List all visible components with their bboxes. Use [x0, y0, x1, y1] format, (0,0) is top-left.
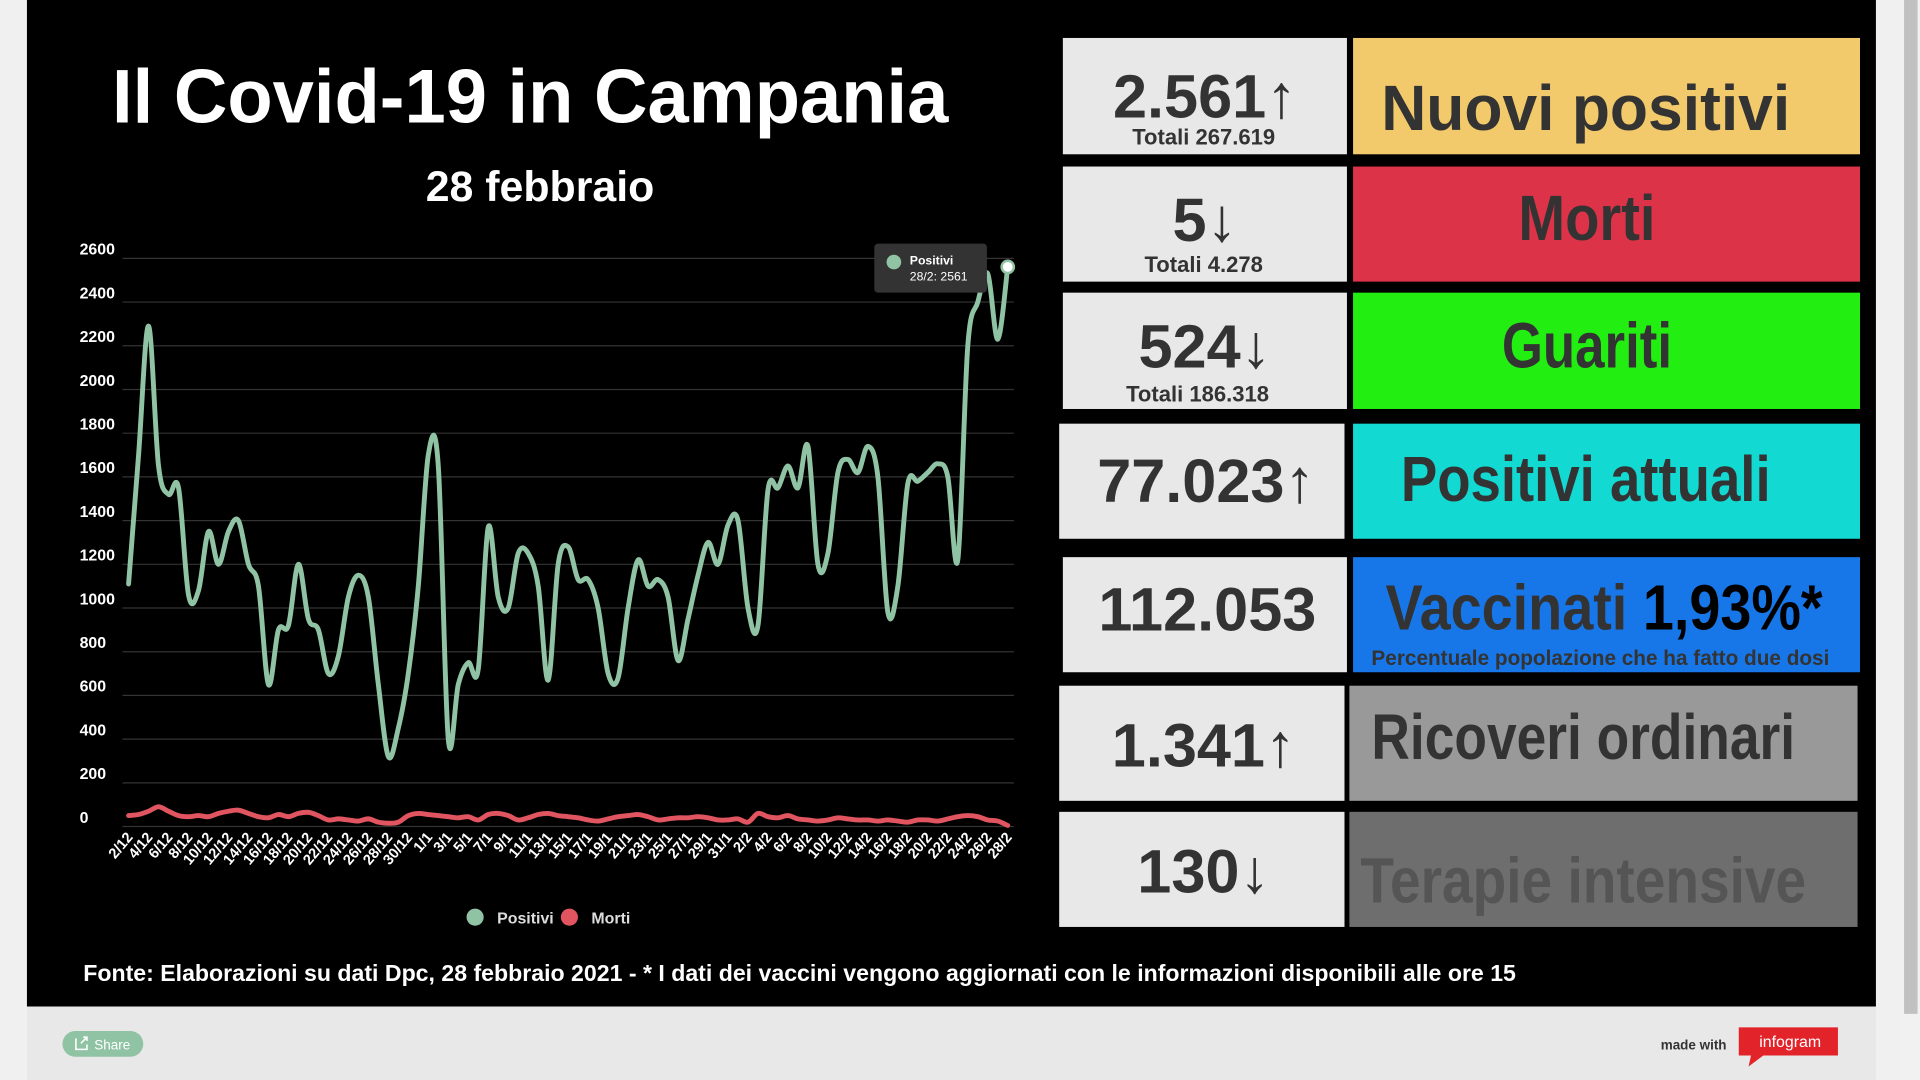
- value-box: [1059, 423, 1345, 539]
- panel-value: 5↓: [1173, 186, 1238, 254]
- y-tick-label: 600: [80, 679, 107, 696]
- series-line: [126, 804, 1011, 828]
- label-box: [1353, 557, 1860, 673]
- panel-total: Totali 267.619: [1132, 124, 1275, 149]
- y-tick-label: 1600: [80, 460, 116, 477]
- panel-label: Guariti: [1502, 310, 1672, 381]
- value-box: [1059, 811, 1345, 927]
- y-tick-label: 400: [80, 722, 107, 739]
- legend-label: Morti: [591, 910, 630, 927]
- panel-label: Positivi attuali: [1401, 444, 1771, 515]
- value-box: [1059, 685, 1345, 801]
- brand-name[interactable]: infogram: [1759, 1034, 1821, 1051]
- tooltip-swatch: [886, 254, 902, 270]
- chart-title: Il Covid-19 in Campania: [112, 54, 949, 139]
- y-tick-label: 0: [80, 810, 89, 827]
- tooltip-text: 28/2: 2561: [910, 269, 968, 283]
- share-button[interactable]: [62, 1031, 144, 1057]
- panel-value: 77.023↑: [1097, 447, 1315, 515]
- panel-label: Nuovi positivi: [1381, 73, 1790, 144]
- value-box: [1062, 292, 1347, 409]
- label-box: [1353, 166, 1860, 282]
- hover-point: [1000, 259, 1016, 275]
- legend-swatch: [466, 908, 484, 926]
- footer-note: Fonte: Elaborazioni su dati Dpc, 28 febb…: [83, 960, 1516, 986]
- value-box: [1062, 37, 1347, 155]
- share-icon: [75, 1036, 88, 1051]
- panel-label: Morti: [1518, 183, 1655, 254]
- panel-total: Totali 186.318: [1126, 382, 1269, 407]
- panel-label: Ricoveri ordinari: [1371, 702, 1795, 773]
- panel-label-highlight: 1,93%*: [1643, 572, 1823, 643]
- panel-label-text: Vaccinati: [1386, 572, 1628, 643]
- y-tick-label: 1000: [80, 591, 116, 608]
- tooltip-box: [874, 243, 987, 293]
- label-box: [1353, 292, 1860, 409]
- panel-total: Totali 4.278: [1144, 252, 1262, 277]
- value-box: [1062, 166, 1347, 282]
- y-tick-label: 1400: [80, 504, 116, 521]
- y-tick-label: 1800: [80, 417, 116, 434]
- series-line: [126, 264, 1011, 761]
- label-box: [1349, 811, 1858, 927]
- legend-swatch: [560, 908, 578, 926]
- tooltip-title: Positivi: [910, 253, 954, 267]
- label-box: [1349, 685, 1858, 801]
- y-tick-label: 200: [80, 766, 107, 783]
- y-tick-label: 2000: [80, 373, 116, 390]
- y-tick-label: 2200: [80, 329, 116, 346]
- y-tick-label: 2600: [80, 242, 116, 259]
- scrollbar-thumb[interactable]: [1904, 0, 1918, 1014]
- made-with: made with: [1661, 1037, 1727, 1052]
- panel-value: 1.341↑: [1112, 712, 1296, 780]
- legend-label: Positivi: [497, 910, 554, 927]
- value-box: [1062, 557, 1347, 673]
- panel-label: Vaccinati 1,93%*: [1386, 572, 1823, 643]
- brand-badge[interactable]: [1738, 1027, 1838, 1067]
- y-tick-label: 800: [80, 635, 107, 652]
- share-label[interactable]: Share: [94, 1037, 130, 1052]
- label-box: [1353, 37, 1860, 155]
- panel-value: 524↓: [1139, 312, 1272, 380]
- bottom-bar: [26, 1006, 1876, 1080]
- y-tick-label: 1200: [80, 548, 116, 565]
- panel-value: 2.561↑: [1113, 63, 1297, 131]
- panel-value: 130↓: [1137, 838, 1270, 906]
- panel-value: 112.053: [1098, 576, 1316, 644]
- panel-note: Percentuale popolazione che ha fatto due…: [1371, 647, 1829, 670]
- label-box: [1353, 423, 1860, 539]
- chart-subtitle: 28 febbraio: [426, 163, 655, 211]
- panel-label: Terapie intensive: [1360, 845, 1806, 916]
- y-tick-label: 2400: [80, 285, 116, 302]
